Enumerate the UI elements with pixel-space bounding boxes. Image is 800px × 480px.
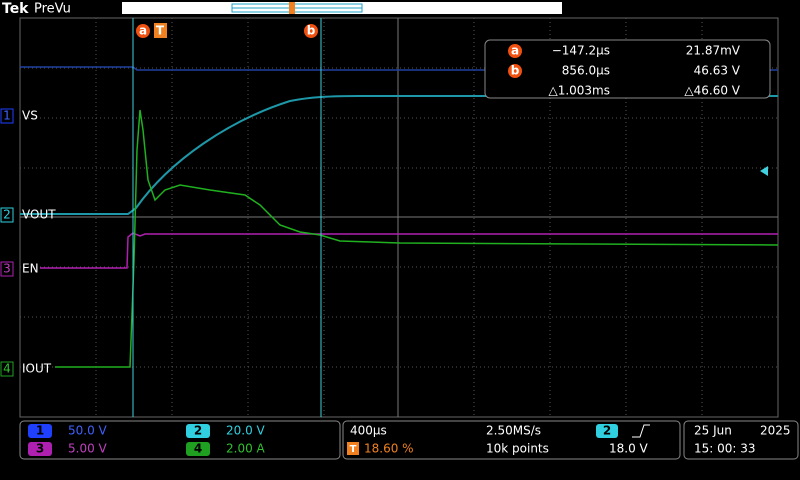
scale-badge — [28, 442, 52, 456]
channel-scale: 50.0 V — [68, 424, 108, 438]
record-length: 10k points — [486, 442, 549, 456]
channel-label: EN — [22, 262, 39, 276]
vertical-box — [19, 420, 341, 460]
time-per-div: 400µs — [350, 424, 387, 438]
trig-pos-letter: T — [350, 444, 357, 455]
channel-scale: 5.00 V — [68, 442, 108, 456]
readout-b-icon — [508, 64, 522, 78]
channel-badge — [0, 261, 14, 277]
trigger-source: 2 — [603, 424, 611, 438]
scale-number: 3 — [36, 442, 44, 456]
mode: PreVu — [34, 2, 71, 17]
scale-badge — [28, 424, 52, 438]
channel-label: VS — [22, 109, 38, 123]
clock-box — [683, 420, 799, 460]
channel-badge — [0, 108, 14, 124]
slope-icon — [632, 424, 650, 438]
ch4-trace — [55, 109, 779, 368]
trigger-marker: T — [156, 24, 165, 38]
ch1-trace — [20, 66, 778, 71]
readout-value: 46.63 V — [694, 64, 741, 78]
channel-number: 1 — [3, 109, 11, 123]
sample-rate: 2.50MS/s — [486, 424, 541, 438]
marker-a: a — [139, 24, 147, 38]
readout-value: △46.60 V — [684, 84, 740, 98]
channel-badge — [0, 361, 14, 377]
trigger-level-text: 18.0 V — [609, 442, 649, 456]
marker-b-icon — [304, 24, 318, 38]
channel-label: VOUT — [22, 208, 56, 222]
horizontal-box — [342, 420, 681, 460]
graticule — [19, 17, 779, 418]
scale-number: 4 — [194, 442, 202, 456]
readout-marker: b — [511, 64, 520, 78]
readout-time: △1.003ms — [548, 84, 610, 98]
readout-time: −147.2µs — [552, 44, 610, 58]
ch3-trace — [40, 232, 778, 269]
scale-badge — [186, 442, 210, 456]
channel-badge — [0, 207, 14, 223]
trig-source-badge — [596, 424, 618, 438]
readout-value: 21.87mV — [686, 44, 741, 58]
channel-label: IOUT — [22, 362, 52, 376]
channel-number: 3 — [3, 262, 11, 276]
trig-pos-icon — [347, 442, 359, 455]
readout-marker: a — [511, 44, 519, 58]
channel-number: 2 — [3, 208, 11, 222]
year: 2025 — [760, 424, 791, 438]
date: 25 Jun — [694, 424, 732, 438]
clock-time: 15: 00: 33 — [694, 442, 756, 456]
readout-box — [484, 39, 771, 99]
brand: Tek — [2, 1, 29, 17]
marker-b: b — [307, 24, 316, 38]
readout-time: 856.0µs — [562, 64, 610, 78]
channel-scale: 20.0 V — [226, 424, 266, 438]
scale-badge — [186, 424, 210, 438]
scale-number: 2 — [194, 424, 202, 438]
channel-scale: 2.00 A — [226, 442, 266, 456]
ch2-trace — [20, 95, 778, 215]
scale-number: 1 — [36, 424, 44, 438]
channel-number: 4 — [3, 362, 11, 376]
trigger-pos — [289, 2, 295, 14]
trigger-position: 18.60 % — [364, 442, 414, 456]
readout-a-icon — [508, 44, 522, 58]
trigger-icon — [154, 23, 167, 38]
marker-a-icon — [136, 24, 150, 38]
trigger-level — [760, 166, 768, 176]
